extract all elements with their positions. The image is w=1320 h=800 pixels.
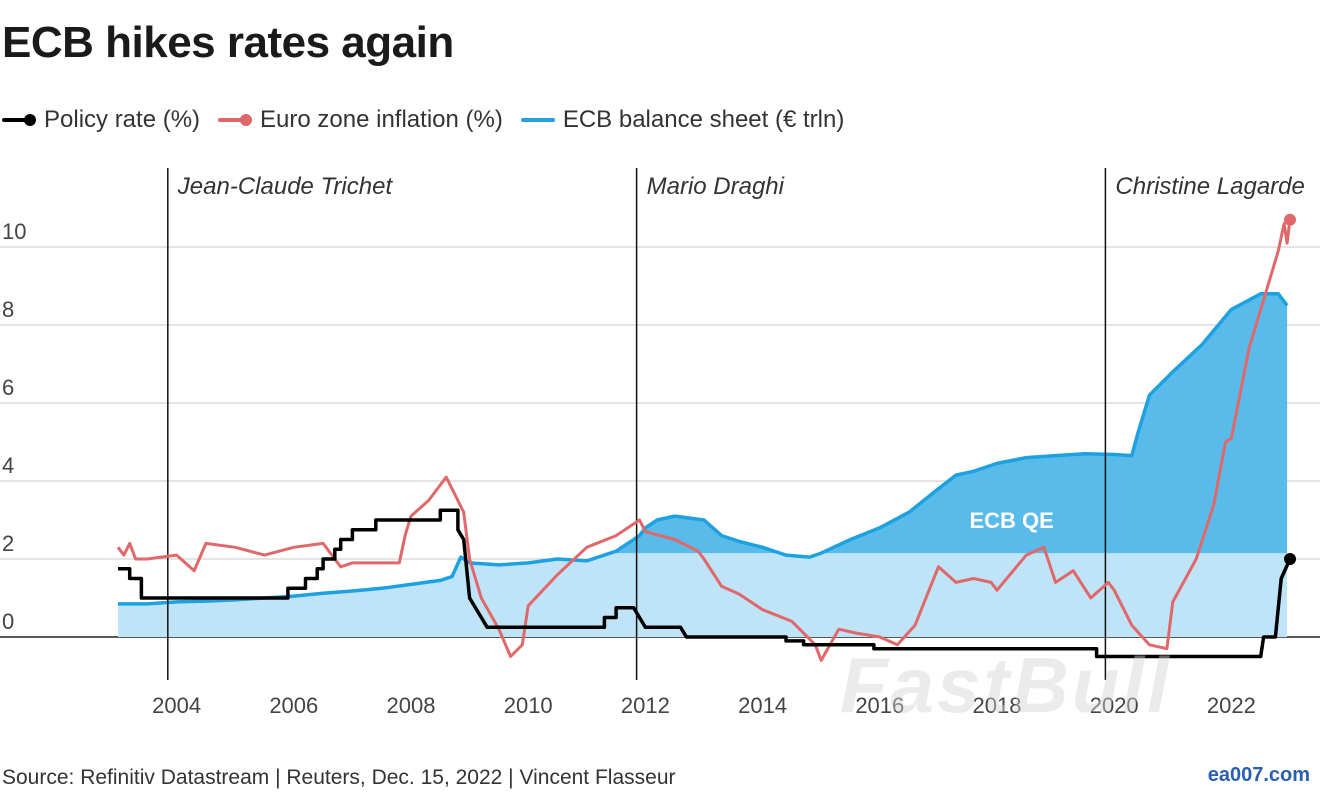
president-label: Mario Draghi (647, 173, 785, 200)
x-tick-label: 2022 (1207, 693, 1256, 718)
legend-item-inflation: Euro zone inflation (%) (218, 106, 503, 134)
site-credit: ea007.com (1207, 764, 1310, 786)
y-tick-label: 2 (2, 531, 14, 556)
x-tick-label: 2020 (1090, 693, 1139, 718)
legend-label-balance-sheet: ECB balance sheet (€ trln) (562, 106, 845, 133)
balance-sheet-line (118, 292, 1289, 606)
legend-label-policy-rate: Policy rate (%) (44, 106, 201, 133)
inflation-line (116, 219, 1292, 662)
legend-item-policy-rate: Policy rate (%) (2, 106, 200, 134)
x-tick-label: 2018 (973, 693, 1022, 718)
x-tick-label: 2014 (738, 693, 787, 718)
inflation-end-dot (1284, 213, 1296, 226)
legend-swatch-policy-rate (2, 114, 36, 126)
president-label: Christine Lagarde (1115, 173, 1304, 200)
legend-label-inflation: Euro zone inflation (%) (260, 106, 503, 133)
area-label-ecb-qe: ECB QE (969, 508, 1053, 533)
x-tick-label: 2008 (387, 693, 436, 718)
policy-rate-end-dot (1284, 553, 1296, 565)
y-tick-label: 10 (2, 219, 26, 244)
y-tick-label: 8 (2, 297, 14, 322)
x-tick-label: 2010 (504, 693, 553, 718)
president-label: Jean-Claude Trichet (177, 173, 394, 200)
legend: Policy rate (%) Euro zone inflation (%) … (2, 106, 844, 134)
legend-item-balance-sheet: ECB balance sheet (€ trln) (520, 106, 845, 134)
x-tick-label: 2012 (621, 693, 670, 718)
y-tick-label: 6 (2, 375, 14, 400)
policy-rate-line (118, 508, 1292, 659)
balance-sheet-area-qe (610, 293, 1288, 554)
legend-swatch-balance-sheet (520, 118, 555, 122)
x-tick-label: 2004 (152, 693, 201, 718)
line-chart: 0 2 4 6 8 10 2004 2006 2008 2010 2012 2014 2016 2018 2… (0, 168, 1320, 718)
y-tick-label: 4 (2, 453, 14, 478)
source-note: Source: Refinitiv Datastream | Reuters, … (2, 766, 676, 789)
chart-title: ECB hikes rates again (2, 18, 454, 67)
legend-swatch-inflation (218, 114, 253, 126)
watermark: FastBull (840, 641, 1172, 729)
y-tick-label: 0 (2, 609, 14, 634)
x-tick-label: 2006 (269, 693, 318, 718)
x-tick-label: 2016 (855, 693, 904, 718)
